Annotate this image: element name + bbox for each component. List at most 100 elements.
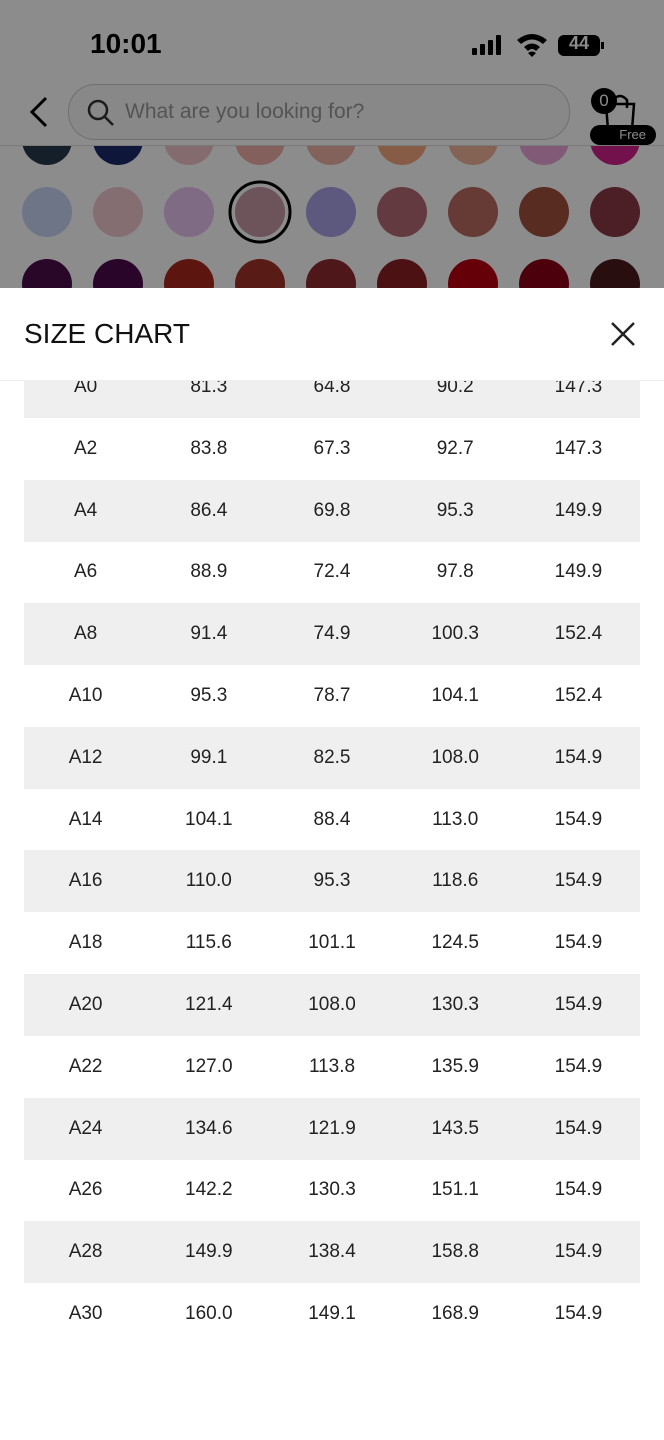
table-row: A28 149.9 138.4 158.8 154.9 (24, 1221, 640, 1284)
table-cell: 113.0 (432, 808, 479, 830)
color-swatch[interactable] (590, 187, 640, 237)
table-cell: 92.7 (436, 437, 474, 459)
color-swatch[interactable] (235, 187, 285, 237)
table-row: A20 121.4 108.0 130.3 154.9 (24, 974, 640, 1036)
table-cell: 64.8 (313, 381, 351, 397)
color-swatch[interactable] (590, 259, 640, 288)
table-cell: 74.9 (313, 623, 351, 645)
table-cell: 130.3 (431, 994, 479, 1015)
table-cell: 154.9 (554, 1179, 603, 1201)
table-cell: 152.4 (554, 623, 603, 645)
color-swatch[interactable] (164, 187, 214, 237)
table-cell: 154.9 (554, 1241, 603, 1263)
table-cell: 154.9 (554, 746, 603, 768)
table-cell: 154.9 (554, 870, 603, 892)
table-cell: 101.1 (308, 932, 356, 954)
color-swatch[interactable] (519, 259, 569, 288)
table-row: A10 95.3 78.7 104.1 152.4 (24, 665, 640, 727)
table-cell: A22 (68, 1055, 103, 1077)
table-cell: 72.4 (313, 561, 351, 583)
table-cell: 108.0 (308, 994, 356, 1015)
table-cell: A18 (68, 932, 103, 954)
search-box[interactable]: What are you looking for? (68, 84, 570, 140)
table-cell: 154.9 (554, 1303, 603, 1324)
table-row: A16 110.0 95.3 118.6 154.9 (24, 850, 640, 913)
table-cell: 95.3 (313, 870, 351, 892)
color-swatch[interactable] (93, 259, 143, 288)
table-cell: 142.2 (185, 1179, 233, 1201)
table-cell: 91.4 (190, 623, 228, 645)
table-row: A4 86.4 69.8 95.3 149.9 (24, 479, 640, 542)
table-cell: 82.5 (313, 746, 351, 768)
table-cell: A14 (68, 808, 103, 830)
color-swatch[interactable] (448, 187, 498, 237)
back-button[interactable] (26, 96, 50, 128)
table-cell: 154.9 (554, 932, 603, 954)
color-swatch[interactable] (306, 259, 356, 288)
table-cell: A8 (73, 623, 98, 645)
table-cell: A26 (68, 1179, 103, 1201)
color-swatch[interactable] (519, 187, 569, 237)
table-cell: 138.4 (308, 1241, 356, 1263)
table-cell: 88.9 (190, 561, 228, 583)
table-cell: 149.9 (554, 499, 603, 521)
table-cell: 147.3 (554, 437, 603, 459)
table-cell: 160.0 (185, 1303, 233, 1324)
table-cell: 95.3 (190, 685, 228, 706)
overlay[interactable] (0, 0, 664, 288)
color-swatch[interactable] (448, 259, 498, 288)
sheet-title: SIZE CHART (24, 318, 190, 349)
table-cell: 100.3 (431, 623, 479, 645)
color-swatch[interactable] (164, 259, 214, 288)
table-cell: 152.4 (554, 685, 603, 706)
table-row: A6 88.9 72.4 97.8 149.9 (24, 541, 640, 603)
size-chart-sheet: SIZE CHART A0 81.3 64.8 90.2 147.3 A2 83.8 67.3… (0, 288, 664, 1440)
table-cell: 154.9 (554, 994, 603, 1015)
table-row: A30 160.0 149.1 168.9 154.9 (24, 1283, 640, 1345)
table-cell: 151.1 (431, 1179, 479, 1201)
table-cell: A10 (68, 685, 103, 706)
table-cell: 83.8 (190, 437, 228, 459)
battery-level: 44 (568, 33, 590, 53)
table-cell: 154.9 (554, 1117, 603, 1139)
table-cell: 154.9 (554, 1055, 603, 1077)
table-cell: 124.5 (431, 932, 479, 954)
close-button[interactable] (610, 321, 636, 347)
size-table: A0 81.3 64.8 90.2 147.3 A2 83.8 67.3 92.7 147.3 A4… (24, 381, 640, 1440)
color-swatch[interactable] (377, 259, 427, 288)
table-cell: 135.9 (431, 1055, 479, 1077)
background-page: 10:01 44 What are you looking for? 0 Fre… (0, 0, 664, 288)
free-shipping-badge: Free (590, 125, 656, 145)
table-cell: A20 (68, 994, 103, 1015)
table-cell: 143.5 (431, 1117, 479, 1139)
color-swatch[interactable] (22, 187, 72, 237)
table-cell: A24 (68, 1117, 103, 1139)
sheet-header: SIZE CHART (0, 288, 664, 381)
color-swatch[interactable] (22, 259, 72, 288)
cart-count: 0 (591, 88, 617, 114)
table-cell: 97.8 (436, 561, 474, 583)
status-time: 10:01 (90, 28, 162, 59)
table-cell: A0 (73, 381, 98, 397)
table-cell: A2 (73, 437, 98, 459)
search-icon (87, 99, 114, 126)
table-cell: 81.3 (190, 381, 228, 397)
table-cell: 118.6 (432, 870, 479, 892)
table-row: A24 134.6 121.9 143.5 154.9 (24, 1097, 640, 1160)
table-cell: 121.9 (308, 1117, 356, 1139)
table-cell: A28 (68, 1241, 103, 1263)
color-swatch[interactable] (306, 187, 356, 237)
table-cell: 158.8 (431, 1241, 479, 1263)
search-placeholder: What are you looking for? (125, 100, 365, 123)
table-cell: 168.9 (431, 1303, 479, 1324)
table-cell: 104.1 (185, 808, 233, 830)
color-swatch[interactable] (93, 187, 143, 237)
color-swatch[interactable] (377, 187, 427, 237)
table-cell: 95.3 (436, 499, 474, 521)
table-cell: 147.3 (554, 381, 603, 397)
status-icons (472, 34, 604, 57)
table-cell: A30 (68, 1303, 103, 1324)
color-swatch[interactable] (235, 259, 285, 288)
table-cell: 149.9 (554, 561, 603, 583)
